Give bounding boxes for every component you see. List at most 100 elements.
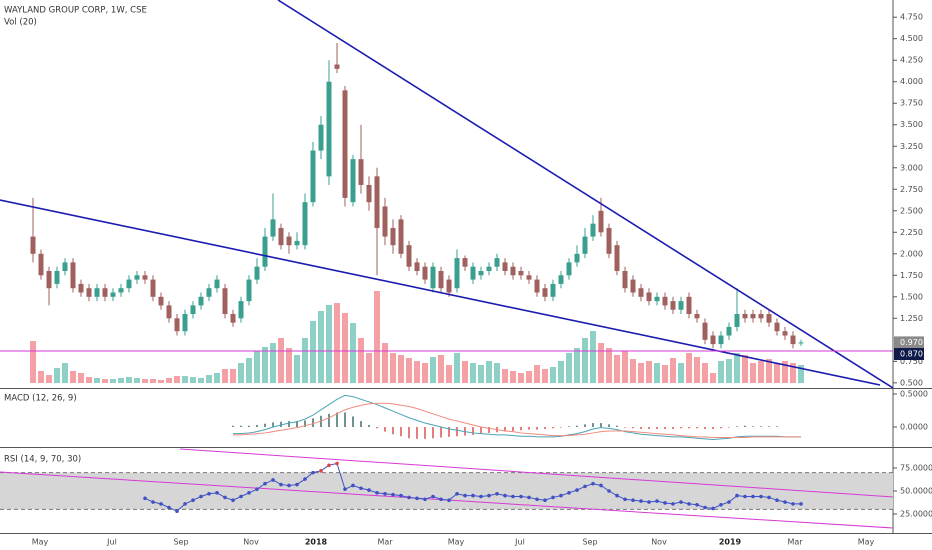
x-tick-label: Mar: [787, 538, 803, 547]
y-tick-label: 2.000: [900, 249, 923, 258]
rsi-point: [559, 493, 563, 498]
y-tick-label: 2.250: [900, 228, 923, 237]
volume-bar: [494, 363, 500, 383]
candle-body: [430, 266, 436, 289]
volume-label: Vol (20): [4, 18, 37, 28]
rsi-point: [215, 491, 219, 495]
candle-body: [86, 288, 92, 297]
candle-body: [518, 270, 524, 276]
x-tick-label: Jul: [106, 538, 117, 547]
volume-bar: [350, 323, 356, 383]
candle-body: [502, 262, 508, 271]
candle-body: [382, 206, 388, 237]
rsi-point: [343, 487, 347, 491]
volume-bar: [206, 375, 212, 383]
volume-bar: [270, 343, 276, 383]
volume-bar: [398, 355, 404, 383]
rsi-point: [511, 494, 515, 499]
candle-body: [286, 236, 292, 246]
rsi-point: [463, 493, 467, 498]
rsi-title: RSI (14, 9, 70, 30): [4, 455, 81, 465]
candle-body: [662, 296, 668, 306]
rsi-point: [775, 498, 779, 502]
rsi-point: [239, 494, 243, 499]
rsi-point: [375, 491, 379, 495]
volume-bar: [278, 338, 284, 383]
candle-body: [454, 258, 460, 289]
volume-bar: [158, 380, 164, 383]
rsi-point: [407, 495, 411, 500]
y-tick-label: 3.750: [900, 99, 923, 108]
candle-body: [638, 288, 644, 297]
rsi-point: [639, 499, 643, 503]
candle-body: [182, 314, 188, 332]
candle-body: [214, 279, 220, 289]
volume-bar: [62, 363, 68, 383]
rsi-point: [151, 500, 155, 504]
candle-body: [606, 227, 612, 254]
rsi-point: [543, 498, 547, 502]
trendline: [0, 199, 881, 386]
volume-bar: [342, 313, 348, 383]
rsi-point: [687, 502, 691, 506]
candle-body: [102, 288, 108, 297]
candle-body: [374, 176, 380, 228]
candle-body: [174, 318, 180, 332]
rsi-point: [583, 484, 587, 489]
volume-bar: [294, 355, 300, 383]
candle-body: [310, 150, 316, 203]
candle-body: [406, 245, 412, 267]
volume-bar: [166, 378, 172, 383]
rsi-point: [599, 483, 603, 488]
rsi-point: [799, 502, 803, 506]
volume-bar: [662, 365, 668, 383]
rsi-point: [679, 500, 683, 504]
volume-bar: [734, 353, 740, 383]
volume-bar: [438, 355, 444, 383]
candle-body: [534, 279, 540, 293]
rsi-point: [591, 481, 595, 486]
volume-bar: [374, 291, 380, 383]
volume-bar: [334, 303, 340, 383]
rsi-point: [535, 497, 539, 502]
rsi-point: [351, 483, 355, 488]
volume-bar: [542, 369, 548, 383]
volume-bar: [302, 338, 308, 383]
candle-body: [526, 275, 532, 280]
volume-bar: [742, 355, 748, 383]
rsi-point: [503, 493, 507, 498]
volume-bar: [174, 376, 180, 383]
candle-body: [110, 292, 116, 297]
y-tick-label: 1.250: [900, 314, 923, 323]
y-tick-label: 75.0000: [900, 464, 932, 473]
volume-bar: [358, 338, 364, 383]
volume-bar: [366, 353, 372, 383]
candle-body: [54, 270, 60, 284]
rsi-point: [327, 463, 331, 468]
rsi-point: [655, 499, 659, 503]
candle-body: [118, 288, 124, 293]
candle-body: [206, 288, 212, 297]
y-tick-label: 2.500: [900, 206, 923, 215]
candle-body: [350, 159, 356, 203]
rsi-point: [415, 496, 419, 501]
rsi-point: [663, 501, 667, 505]
rsi-point: [279, 482, 283, 487]
candle-body: [542, 288, 548, 297]
volume-bar: [102, 379, 108, 383]
candle-body: [278, 227, 284, 246]
volume-bar: [446, 365, 452, 383]
volume-bar: [518, 373, 524, 383]
candle-body: [190, 305, 196, 315]
chart-title: WAYLAND GROUP CORP, 1W, CSE: [4, 6, 147, 16]
volume-bar: [422, 363, 428, 383]
candle-body: [94, 288, 100, 297]
y-tick-label: 0.750: [900, 357, 923, 366]
candle-body: [326, 81, 332, 177]
candle-body: [486, 266, 492, 271]
volume-bar: [190, 377, 196, 383]
volume-bar: [182, 376, 188, 383]
rsi-point: [767, 495, 771, 500]
candle-body: [766, 314, 772, 323]
volume-bar: [654, 363, 660, 383]
